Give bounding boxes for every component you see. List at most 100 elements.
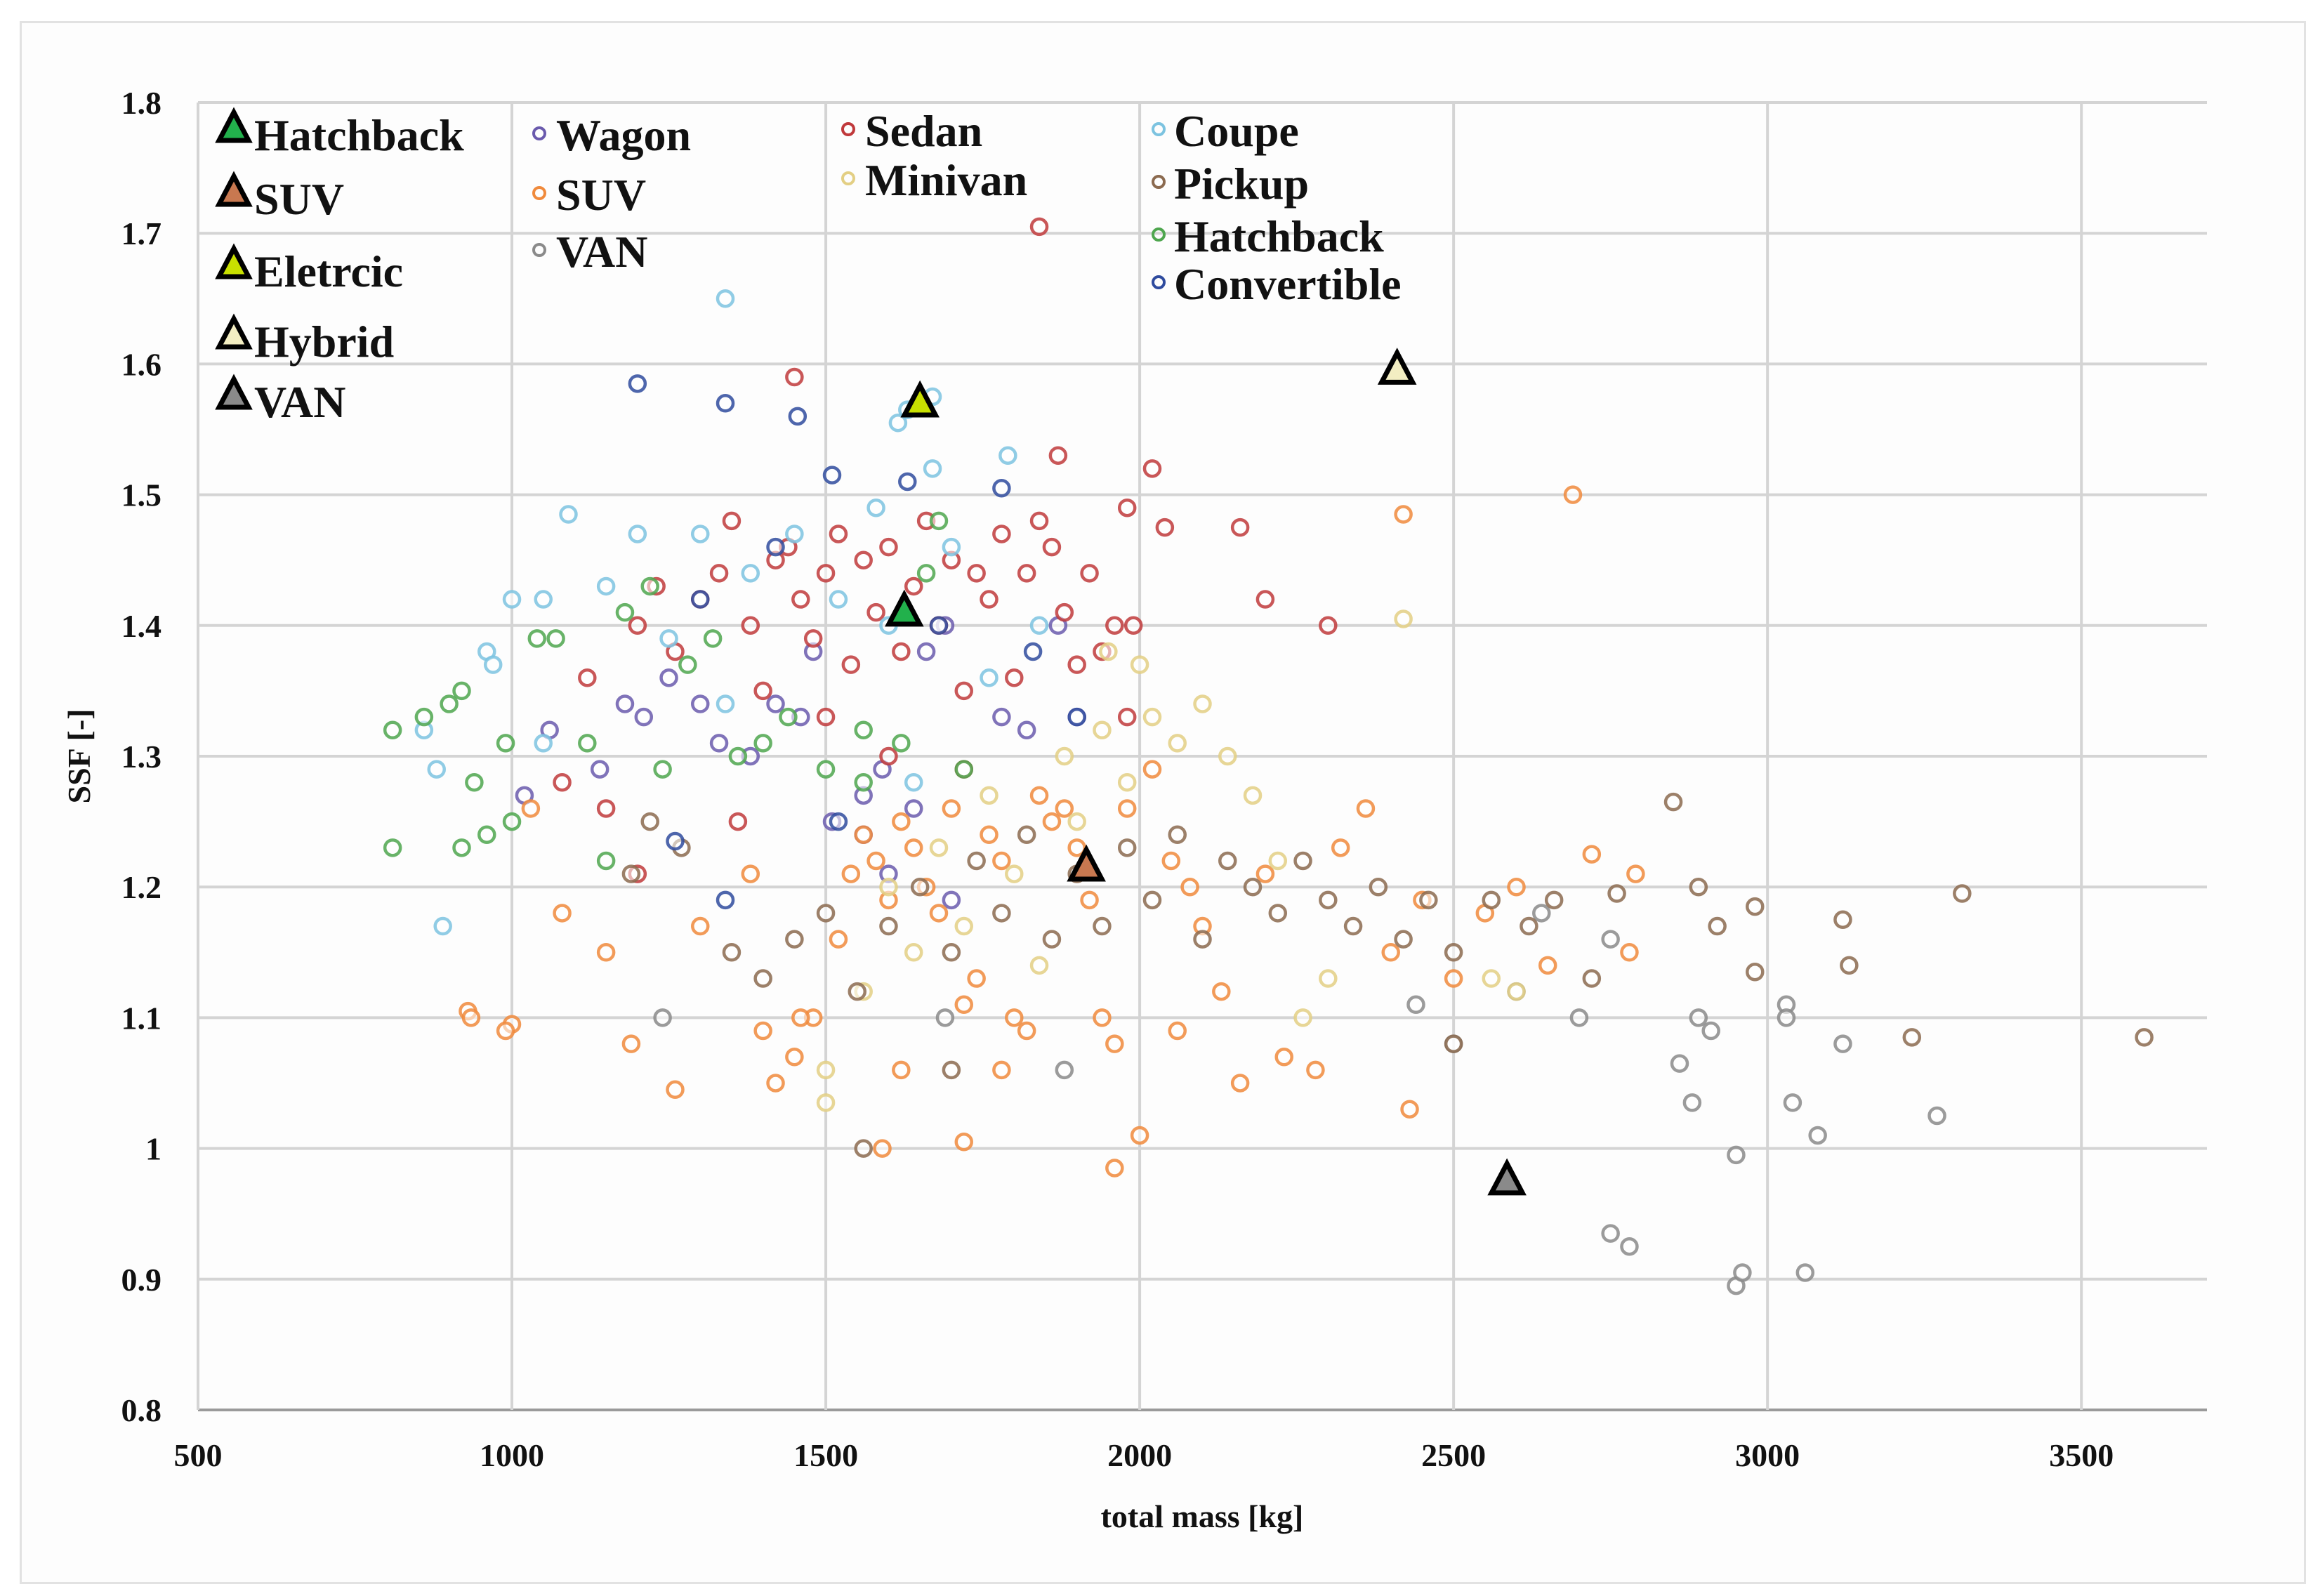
point-pickup (1093, 916, 1112, 936)
point-wagon (691, 694, 710, 713)
legend-label: Wagon (556, 110, 691, 160)
point-coupe (942, 537, 961, 557)
point-sedan (709, 564, 729, 583)
y-axis-title: SSF [-] (61, 708, 97, 803)
point-suv (496, 1021, 515, 1041)
point-minivan (1055, 746, 1074, 766)
point-minivan (954, 916, 974, 936)
legend-circle-icon (841, 171, 855, 185)
point-hatchback (496, 734, 515, 753)
point-wagon (1017, 720, 1036, 740)
point-sedan (1048, 446, 1068, 465)
point-pickup (1193, 930, 1212, 949)
point-suv (1563, 485, 1583, 504)
point-van (1601, 1224, 1620, 1243)
point-coupe (829, 590, 848, 609)
point-sedan (954, 681, 974, 701)
point-suv (980, 825, 998, 844)
point-sedan (904, 576, 923, 596)
legend-circle-icon (1152, 175, 1166, 189)
point-suv (1331, 838, 1350, 857)
point-pickup (1663, 792, 1683, 812)
point-coupe (866, 498, 885, 517)
point-minivan (816, 1093, 836, 1112)
legend-label: Hatchback (254, 110, 464, 160)
legend-triangle-icon (215, 243, 253, 279)
point-hatchback (816, 760, 836, 779)
point-van (1689, 1008, 1708, 1027)
point-coupe (716, 289, 735, 308)
point-suv (1255, 864, 1275, 883)
point-suv (1582, 845, 1602, 864)
point-suv (1042, 812, 1062, 831)
point-hatchback (703, 629, 723, 648)
point-suv (1356, 799, 1376, 818)
point-wagon (942, 890, 961, 910)
point-pickup (1394, 930, 1413, 949)
point-coupe (559, 505, 578, 524)
point-suv (1444, 969, 1463, 988)
point-coupe (483, 655, 503, 674)
point-pickup (1444, 943, 1463, 962)
point-suv (866, 851, 885, 871)
point-pickup (1343, 916, 1363, 936)
legend-triangle-icon (215, 374, 253, 410)
point-pickup (879, 916, 898, 936)
point-minivan (816, 1060, 836, 1080)
point-sedan (578, 668, 597, 687)
legend-circle-icon (1152, 227, 1166, 242)
point-sedan (967, 564, 986, 583)
point-sedan (803, 629, 823, 648)
point-hatchback (954, 760, 974, 779)
point-minivan (1029, 956, 1049, 975)
point-suv (1400, 1100, 1419, 1119)
point-suv (666, 1080, 685, 1100)
legend-triangle-icon (215, 107, 253, 143)
y-tick-label: 1.5 (121, 477, 162, 513)
point-suv (596, 943, 616, 962)
point-pickup (1369, 877, 1388, 897)
point-pickup (1902, 1028, 1922, 1047)
point-suv (1306, 1060, 1325, 1080)
point-pickup (816, 904, 836, 923)
point-pickup (942, 943, 961, 962)
point-minivan (1099, 642, 1118, 661)
point-hatchback (615, 602, 635, 622)
point-van (935, 1008, 955, 1027)
point-pickup (640, 812, 659, 831)
point-van (1701, 1021, 1720, 1041)
triangle-marker-hatchback (885, 589, 924, 627)
point-suv (1381, 943, 1400, 962)
x-tick-label: 3000 (1735, 1437, 1800, 1473)
point-pickup (1840, 956, 1859, 975)
y-tick-label: 1.3 (121, 739, 162, 774)
point-suv (521, 799, 541, 818)
point-van (1795, 1263, 1815, 1282)
point-convertible (929, 616, 949, 635)
point-wagon (590, 760, 609, 779)
point-suv (967, 969, 986, 988)
legend-circle-icon (841, 122, 855, 136)
point-coupe (659, 629, 678, 648)
point-hatchback (854, 772, 873, 792)
point-suv (954, 1133, 974, 1152)
point-hatchback (653, 760, 672, 779)
point-hatchback (414, 707, 434, 727)
point-van (1727, 1145, 1746, 1165)
point-minivan (1507, 982, 1526, 1001)
y-tick-label: 1 (145, 1131, 162, 1167)
point-van (1620, 1237, 1639, 1256)
point-sedan (791, 590, 810, 609)
y-tick-label: 1.7 (121, 216, 162, 251)
y-tick-label: 1.1 (121, 1000, 162, 1036)
point-pickup (1544, 890, 1564, 910)
point-suv (992, 1060, 1011, 1080)
x-tick-label: 1500 (793, 1437, 858, 1473)
point-coupe (980, 668, 998, 687)
point-sedan (1319, 616, 1338, 635)
point-suv (1055, 799, 1074, 818)
point-suv (691, 916, 710, 936)
legend-label: Convertible (1174, 259, 1402, 309)
point-van (1808, 1126, 1827, 1145)
point-sedan (722, 511, 742, 531)
